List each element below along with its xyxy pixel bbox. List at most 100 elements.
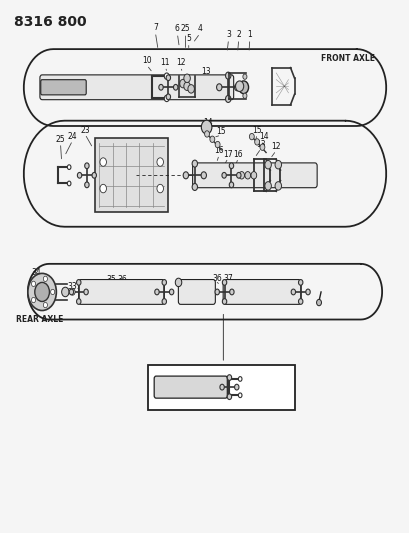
Circle shape (154, 289, 159, 295)
Circle shape (76, 279, 81, 285)
Text: REAR AXLE: REAR AXLE (16, 316, 64, 324)
Circle shape (222, 298, 226, 304)
Circle shape (227, 394, 231, 400)
Circle shape (316, 300, 321, 306)
Circle shape (183, 74, 190, 83)
Circle shape (166, 94, 170, 100)
Circle shape (242, 93, 246, 99)
Circle shape (244, 172, 250, 179)
Circle shape (35, 282, 49, 302)
Circle shape (84, 289, 88, 295)
Text: 15: 15 (216, 127, 225, 136)
Circle shape (214, 289, 219, 295)
Circle shape (157, 158, 163, 166)
Circle shape (298, 279, 302, 285)
Circle shape (209, 136, 214, 142)
Text: 21: 21 (110, 152, 120, 161)
Circle shape (225, 72, 230, 79)
Circle shape (157, 184, 163, 193)
FancyBboxPatch shape (192, 163, 317, 188)
Circle shape (100, 158, 106, 166)
Circle shape (234, 84, 239, 91)
Circle shape (158, 84, 163, 90)
Circle shape (175, 278, 181, 287)
Circle shape (85, 182, 89, 188)
Circle shape (229, 289, 234, 295)
Circle shape (204, 131, 209, 137)
Text: 25: 25 (56, 135, 65, 144)
Circle shape (238, 377, 241, 381)
Circle shape (221, 173, 226, 178)
Circle shape (222, 279, 226, 285)
Circle shape (215, 141, 220, 148)
Circle shape (67, 181, 71, 186)
Circle shape (192, 183, 197, 190)
Circle shape (305, 289, 310, 295)
Circle shape (234, 384, 238, 390)
Text: 4: 4 (197, 25, 202, 34)
Text: 27: 27 (246, 284, 256, 293)
Circle shape (264, 182, 271, 190)
Circle shape (92, 173, 96, 178)
Text: 25: 25 (180, 25, 190, 34)
Circle shape (235, 81, 243, 92)
Circle shape (216, 84, 221, 91)
Text: 13: 13 (200, 67, 210, 76)
Circle shape (264, 160, 271, 169)
FancyBboxPatch shape (222, 279, 300, 304)
Text: 5: 5 (186, 34, 191, 43)
Circle shape (201, 120, 211, 134)
Bar (148, 365, 294, 410)
Circle shape (225, 95, 230, 102)
Text: 12: 12 (271, 142, 280, 151)
Text: 14: 14 (258, 132, 268, 141)
Circle shape (70, 289, 75, 295)
Text: 34: 34 (31, 268, 41, 277)
Circle shape (274, 182, 281, 190)
Circle shape (28, 273, 56, 311)
Text: 33: 33 (67, 282, 76, 291)
Circle shape (238, 81, 248, 94)
Circle shape (183, 82, 190, 91)
Circle shape (179, 79, 186, 88)
Text: 17: 17 (223, 150, 232, 159)
Circle shape (236, 173, 240, 178)
Circle shape (76, 298, 81, 304)
Circle shape (162, 298, 166, 304)
FancyBboxPatch shape (178, 279, 215, 304)
Text: 24: 24 (67, 132, 77, 141)
Text: 16: 16 (214, 147, 224, 156)
Circle shape (192, 160, 197, 167)
Text: FRONT AXLE: FRONT AXLE (320, 54, 373, 63)
Circle shape (162, 279, 166, 285)
Text: 23: 23 (80, 126, 90, 135)
Circle shape (219, 384, 224, 390)
Circle shape (274, 160, 281, 169)
Text: 13: 13 (256, 140, 265, 149)
Circle shape (298, 298, 302, 304)
FancyBboxPatch shape (40, 80, 86, 95)
FancyBboxPatch shape (154, 376, 227, 398)
Text: 26: 26 (258, 287, 268, 296)
Circle shape (43, 276, 47, 281)
Text: 14: 14 (203, 118, 213, 127)
Circle shape (67, 165, 71, 169)
Text: 31: 31 (87, 283, 97, 292)
Circle shape (259, 144, 264, 150)
Circle shape (200, 172, 206, 179)
Text: 32: 32 (76, 282, 86, 291)
Circle shape (169, 289, 173, 295)
Circle shape (51, 289, 55, 295)
Text: 19: 19 (128, 153, 138, 162)
Text: 22: 22 (97, 140, 107, 149)
Text: 36: 36 (212, 274, 222, 283)
Circle shape (173, 84, 178, 90)
Circle shape (77, 173, 81, 178)
Circle shape (31, 297, 36, 303)
Circle shape (229, 163, 233, 168)
FancyBboxPatch shape (40, 75, 233, 100)
Circle shape (85, 163, 89, 168)
Circle shape (100, 184, 106, 193)
Circle shape (249, 133, 254, 140)
Circle shape (238, 172, 244, 179)
